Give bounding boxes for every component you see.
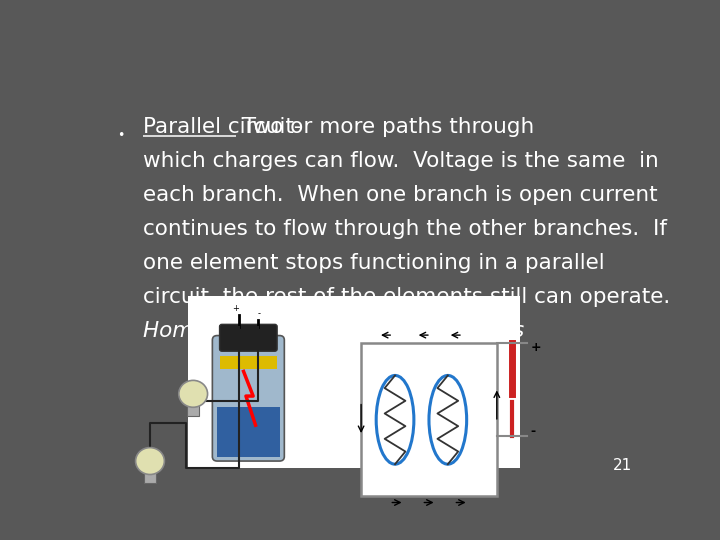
Text: circuit, the rest of the elements still can operate.: circuit, the rest of the elements still … bbox=[143, 287, 670, 307]
Text: one element stops functioning in a parallel: one element stops functioning in a paral… bbox=[143, 253, 605, 273]
Bar bbox=[144, 470, 156, 483]
Text: +: + bbox=[531, 341, 541, 354]
FancyBboxPatch shape bbox=[220, 325, 277, 351]
FancyBboxPatch shape bbox=[212, 335, 284, 461]
Text: -: - bbox=[531, 426, 536, 438]
Text: continues to flow through the other branches.  If: continues to flow through the other bran… bbox=[143, 219, 667, 239]
Bar bbox=[188, 295, 520, 468]
Ellipse shape bbox=[376, 375, 414, 464]
Circle shape bbox=[179, 380, 207, 407]
Text: each branch.  When one branch is open current: each branch. When one branch is open cur… bbox=[143, 185, 657, 205]
Ellipse shape bbox=[429, 375, 467, 464]
Text: Two or more paths through: Two or more paths through bbox=[236, 117, 534, 137]
Bar bbox=[220, 356, 277, 369]
Bar bbox=[361, 343, 497, 496]
Text: Parallel circuit-: Parallel circuit- bbox=[143, 117, 302, 137]
Circle shape bbox=[135, 448, 164, 475]
Text: •: • bbox=[117, 129, 124, 142]
Text: +: + bbox=[232, 304, 238, 313]
Text: which charges can flow.  Voltage is the same  in: which charges can flow. Voltage is the s… bbox=[143, 151, 659, 171]
Text: 21: 21 bbox=[613, 458, 632, 473]
Bar bbox=[187, 403, 199, 416]
Text: Homes are wired in parallel circuits: Homes are wired in parallel circuits bbox=[143, 321, 524, 341]
Bar bbox=[217, 407, 279, 457]
Text: -: - bbox=[258, 309, 261, 318]
